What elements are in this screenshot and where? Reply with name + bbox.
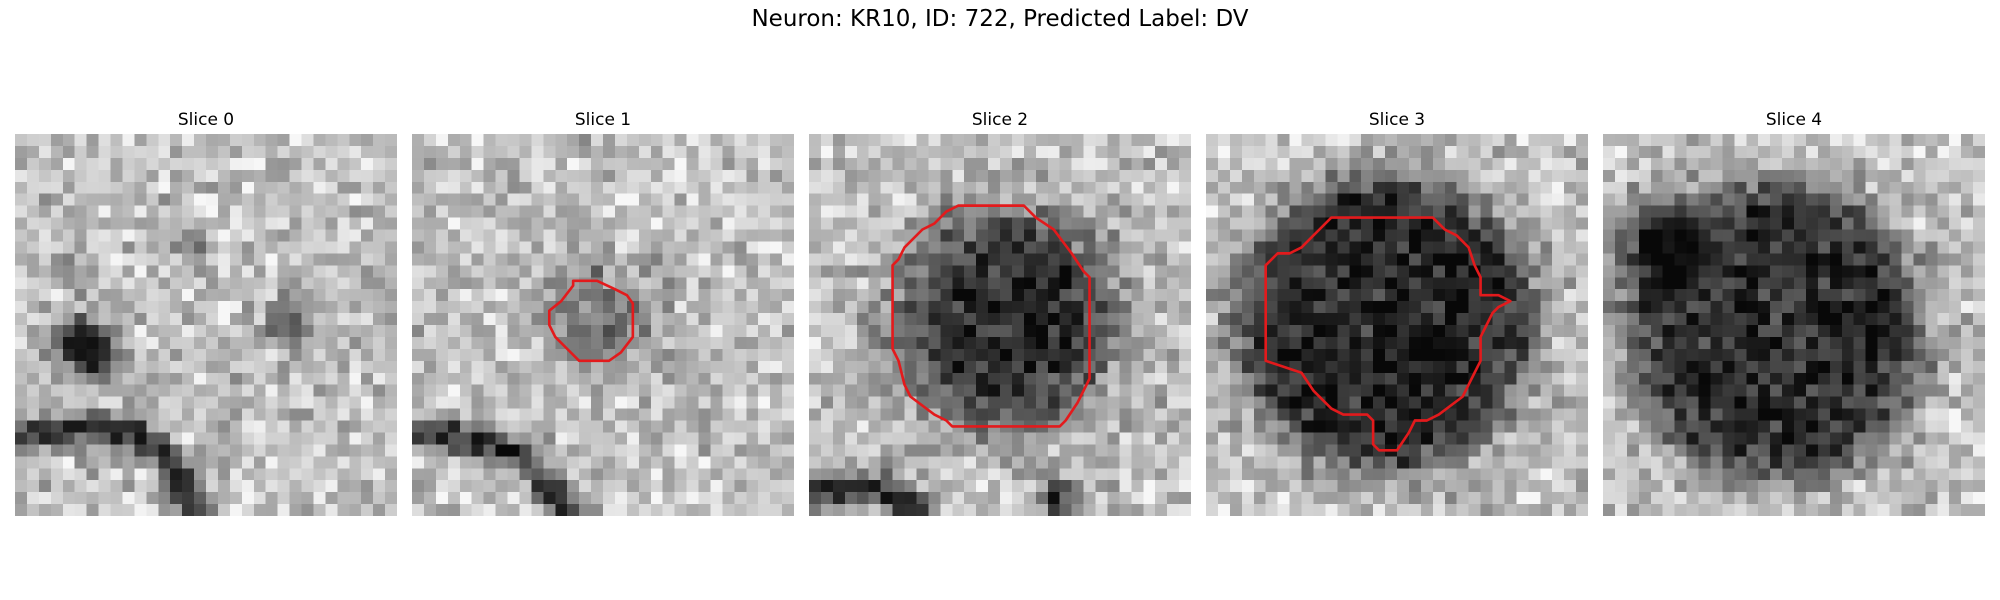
slice-0-title: Slice 0 xyxy=(177,110,235,130)
slice-1-contour xyxy=(547,279,635,363)
slice-3-panel: Slice 3 xyxy=(1206,108,1588,516)
slice-3-title: Slice 3 xyxy=(1368,110,1426,130)
slice-4-image xyxy=(1603,134,1985,516)
slice-2-title: Slice 2 xyxy=(971,110,1029,130)
slice-1-title: Slice 1 xyxy=(574,110,632,130)
figure-title: Neuron: KR10, ID: 722, Predicted Label: … xyxy=(751,6,1249,32)
slice-2-image xyxy=(809,134,1191,516)
slice-1-image xyxy=(412,134,794,516)
slice-2-panel: Slice 2 xyxy=(809,108,1191,516)
slice-0-panel: Slice 0 xyxy=(15,108,397,516)
slice-2-contour xyxy=(891,204,1091,428)
slice-0-image xyxy=(15,134,397,516)
slice-3-contour xyxy=(1264,216,1512,452)
slice-4-title: Slice 4 xyxy=(1765,110,1823,130)
slice-1-panel: Slice 1 xyxy=(412,108,794,516)
slice-4-panel: Slice 4 xyxy=(1603,108,1985,516)
slice-3-image xyxy=(1206,134,1588,516)
